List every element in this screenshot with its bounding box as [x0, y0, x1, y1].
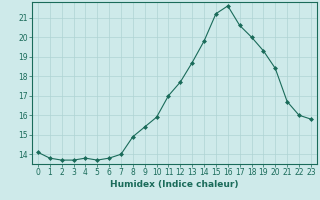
X-axis label: Humidex (Indice chaleur): Humidex (Indice chaleur): [110, 180, 239, 189]
